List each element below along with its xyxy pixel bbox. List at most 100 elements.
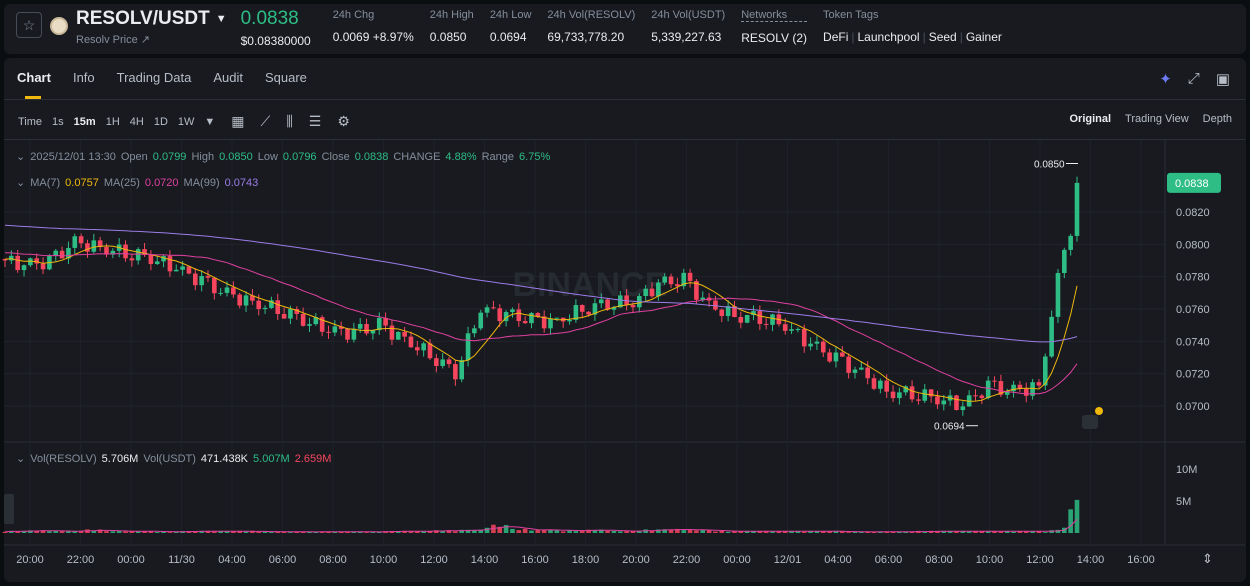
time-tick-label: 04:00 [218,554,246,566]
tag[interactable]: Seed [928,30,957,44]
volume-bar [1042,532,1048,533]
candle-body [592,303,598,315]
candle-body [960,406,966,411]
tab-trading-data[interactable]: Trading Data [116,70,192,85]
candle-body [833,352,839,362]
volume-bar [1074,499,1080,533]
interval-15m[interactable]: 15m [73,115,96,128]
tag[interactable]: DeFi [823,30,849,44]
candle-body [1030,382,1035,396]
tab-audit[interactable]: Audit [213,70,243,85]
candle-body [795,329,801,331]
time-tick-label: 10:00 [976,554,1004,566]
gear-icon[interactable]: ⚙ [337,113,350,129]
volume-bar [820,531,826,533]
volume-bar [408,531,414,533]
candle-body [123,244,128,259]
volume-bar [154,532,160,533]
volume-bar [719,530,725,533]
candle-body [782,324,788,331]
candle-body [2,258,8,261]
candle-type-icon[interactable]: ⫼ [286,113,293,129]
candle-body [332,326,338,333]
volume-bar [782,531,788,533]
indicator-chart-icon[interactable]: ⟋ [260,113,271,129]
view-trading-view[interactable]: Trading View [1125,113,1189,125]
tag[interactable]: Launchpool [857,30,920,44]
candle-body [694,281,699,300]
candle-body [281,314,287,319]
layout-grid-icon[interactable]: ▣ [1215,71,1230,88]
volume-bar [319,532,325,533]
settings-list-icon[interactable]: ☰ [308,113,322,129]
volume-bar [110,531,116,533]
candle-body [649,288,655,297]
more-intervals-chevron-icon[interactable]: ▼ [204,115,216,128]
price-link[interactable]: Resolv Price ↗ [76,34,151,46]
candle-body [840,352,845,357]
candle-body [243,295,249,306]
interval-time[interactable]: Time [18,115,43,128]
interval-1d[interactable]: 1D [153,115,168,128]
candle-body [1017,384,1023,390]
candle-body [370,330,376,334]
view-depth[interactable]: Depth [1202,113,1232,125]
volume-bar [947,531,953,533]
calendar-icon[interactable]: ▦ [231,113,245,129]
expand-icon[interactable]: ⤢ [1187,70,1200,87]
time-tick-label: 18:00 [572,554,600,566]
candle-body [630,304,636,308]
stat-networks[interactable]: Networks RESOLV (2) [741,9,808,45]
tag[interactable]: Gainer [965,30,1002,44]
token-tags: Token Tags DeFi | Launchpool | Seed | Gainer [823,9,1002,44]
candle-body [985,380,991,399]
candle-body [928,389,934,397]
volume-bar [66,531,71,533]
high-price-label: 0.0850 [1034,159,1065,170]
chevron-down-icon[interactable]: ▼ [215,13,227,25]
candle-body [72,236,78,248]
volume-bar [91,530,97,533]
volume-bar [218,530,223,533]
candle-body [916,399,921,401]
volume-bar [941,531,947,533]
ai-sparkle-icon[interactable]: ✦ [1159,71,1172,88]
candle-body [770,314,775,325]
candle-body [288,309,293,319]
candle-body [922,389,928,401]
tab-info[interactable]: Info [72,70,95,85]
interval-1s[interactable]: 1s [52,115,64,128]
candle-body [675,284,680,287]
tab-chart[interactable]: Chart [17,70,51,99]
candle-body [440,359,445,366]
time-tick-label: 22:00 [673,554,701,566]
stat-24h-low: 24h Low 0.0694 [489,9,532,44]
volume-bar [567,530,572,533]
pair-title[interactable]: RESOLV/USDT [76,8,210,29]
candle-body [434,358,439,366]
volume-bar [624,531,629,533]
candle-body [1068,235,1073,250]
interval-1h[interactable]: 1H [105,115,120,128]
tab-square[interactable]: Square [264,70,307,85]
fit-vertical-icon: ⇕ [1202,551,1213,566]
candle-body [579,305,585,312]
candle-body [307,324,312,326]
favorite-star-icon[interactable]: ☆ [16,12,42,38]
volume-bar [579,530,585,533]
volume-bar [472,530,477,533]
ma99-line [4,224,1078,343]
volume-bar [795,530,801,533]
volume-bar [897,531,902,533]
volume-bar [808,530,813,533]
candle-body [992,380,997,382]
volume-bar [611,530,617,533]
interval-4h[interactable]: 4H [129,115,144,128]
candle-body [1055,273,1061,317]
volume-bar [478,529,484,533]
candle-body [66,247,71,259]
view-original[interactable]: Original [1069,113,1112,125]
candle-body [1042,356,1048,386]
interval-1w[interactable]: 1W [177,115,195,128]
